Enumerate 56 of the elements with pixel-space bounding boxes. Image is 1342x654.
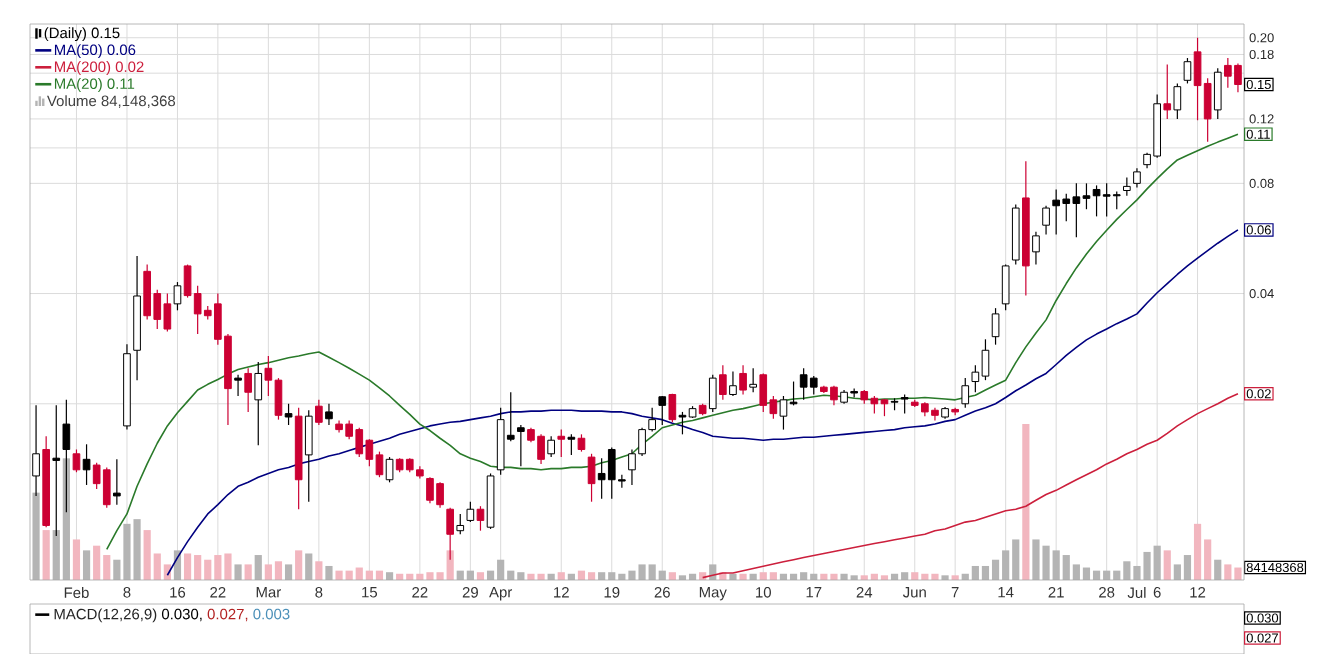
line-series bbox=[701, 392, 1239, 579]
candlestick bbox=[244, 367, 252, 413]
candlestick bbox=[1173, 82, 1182, 120]
bar bbox=[295, 550, 303, 580]
candlestick bbox=[547, 435, 555, 458]
bar bbox=[244, 564, 252, 580]
candlestick bbox=[961, 377, 970, 409]
candlestick bbox=[708, 374, 717, 413]
candlestick bbox=[900, 393, 909, 415]
candlestick bbox=[729, 370, 737, 397]
candlestick bbox=[234, 374, 242, 397]
bar bbox=[284, 564, 293, 580]
candlestick bbox=[1123, 176, 1131, 197]
candlestick bbox=[587, 453, 596, 503]
candlestick bbox=[476, 505, 485, 532]
candlestick bbox=[385, 456, 394, 483]
candlestick bbox=[456, 513, 465, 535]
bar bbox=[234, 564, 242, 580]
bar bbox=[32, 492, 40, 580]
candlestick bbox=[113, 458, 121, 506]
bar bbox=[42, 530, 50, 580]
candlestick bbox=[719, 364, 727, 401]
candlestick bbox=[1032, 231, 1040, 266]
bar bbox=[315, 561, 323, 580]
candlestick bbox=[1213, 67, 1222, 120]
candlestick bbox=[173, 281, 182, 311]
candlestick bbox=[315, 399, 323, 426]
candlestick bbox=[658, 395, 667, 426]
candlestick bbox=[557, 429, 566, 458]
candlestick bbox=[325, 403, 333, 426]
bar bbox=[82, 550, 91, 580]
candlestick bbox=[284, 403, 293, 426]
candlestick bbox=[1042, 205, 1050, 236]
candlestick bbox=[1183, 57, 1192, 85]
candlestick bbox=[668, 393, 677, 423]
candlestick bbox=[749, 367, 757, 393]
bar bbox=[1214, 559, 1222, 580]
candlestick bbox=[82, 443, 91, 486]
candlestick bbox=[739, 364, 747, 396]
line-series bbox=[105, 133, 1239, 551]
candlestick bbox=[567, 433, 576, 456]
bar bbox=[254, 555, 262, 580]
candlestick bbox=[72, 448, 81, 473]
candlestick bbox=[991, 307, 1000, 346]
candlestick bbox=[1001, 263, 1010, 311]
bar bbox=[1163, 550, 1171, 580]
candlestick bbox=[304, 409, 313, 503]
candlestick bbox=[466, 501, 475, 523]
candlestick bbox=[517, 424, 525, 467]
bar bbox=[325, 565, 333, 580]
candlestick bbox=[1163, 63, 1172, 120]
candlestick bbox=[1133, 167, 1141, 188]
bar bbox=[305, 553, 313, 580]
bar bbox=[72, 539, 81, 580]
bar bbox=[1022, 424, 1030, 580]
candlestick bbox=[254, 361, 263, 446]
